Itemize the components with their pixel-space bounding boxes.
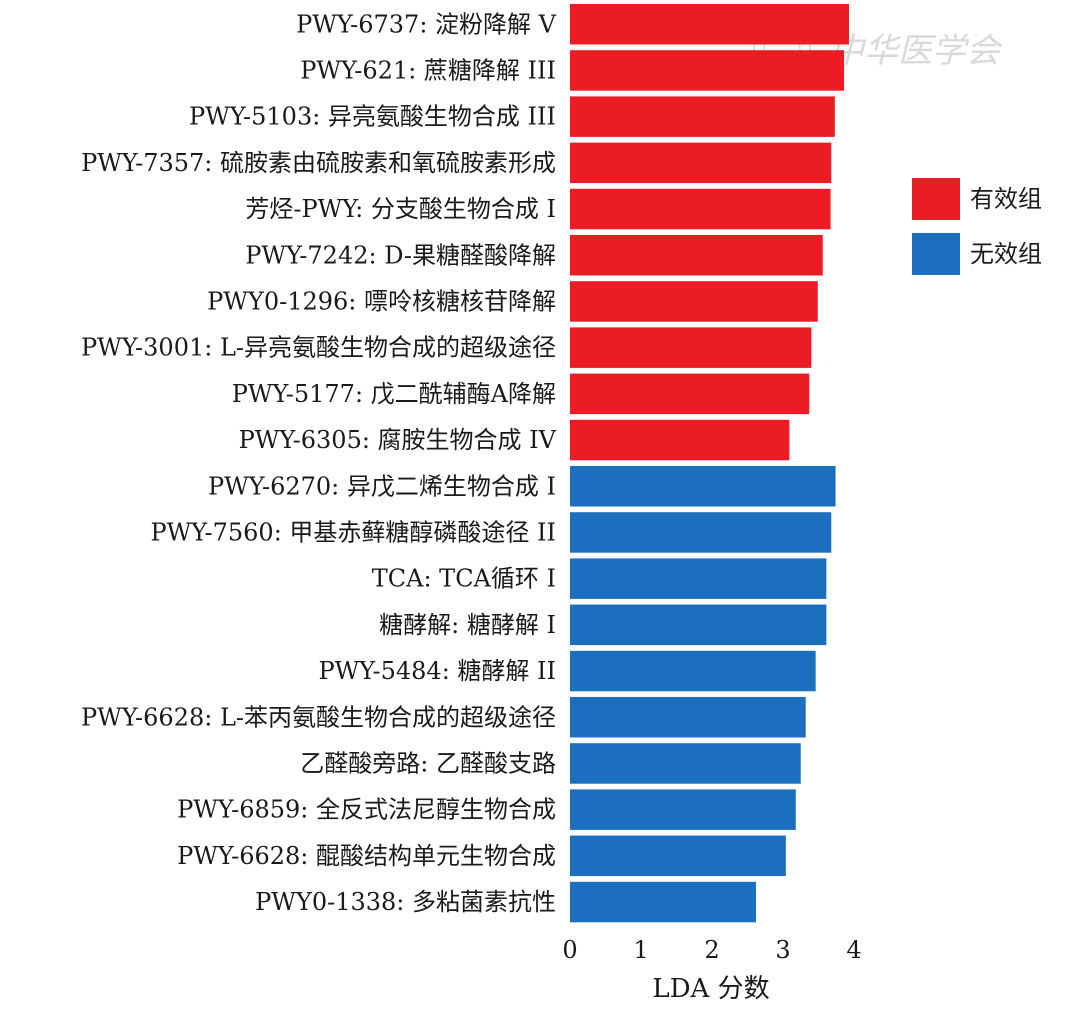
- bar-12: [570, 558, 827, 599]
- x-axis-title: LDA 分数: [652, 974, 769, 1004]
- bar-18: [570, 835, 786, 877]
- bar-7: [570, 327, 812, 368]
- category-label-4: 芳烃-PWY: 分支酸生物合成 I: [245, 195, 556, 223]
- bar-15: [570, 697, 806, 738]
- category-label-5: PWY-7242: D-果糖醛酸降解: [245, 241, 556, 269]
- bar-17: [570, 789, 796, 830]
- category-labels: PWY-6737: 淀粉降解 V PWY-621: 蔗糖降解 III PWY-510…: [81, 10, 557, 916]
- legend-swatch-1: [912, 233, 960, 275]
- bar-0: [570, 4, 850, 45]
- category-label-12: TCA: TCA循环 I: [372, 565, 556, 593]
- x-tick-label-4: 4: [846, 936, 861, 964]
- bar-10: [570, 466, 836, 507]
- category-label-2: PWY-5103: 异亮氨酸生物合成 III: [189, 103, 556, 131]
- bar-16: [570, 743, 801, 784]
- category-label-16: 乙醛酸旁路: 乙醛酸支路: [300, 749, 556, 777]
- x-axis: 0 1 2 3 4: [562, 936, 861, 964]
- category-label-15: PWY-6628: L-苯丙氨酸生物合成的超级途径: [81, 703, 556, 731]
- legend-label-0: 有效组: [970, 185, 1042, 213]
- category-label-3: PWY-7357: 硫胺素由硫胺素和氧硫胺素形成: [81, 149, 556, 177]
- legend-label-1: 无效组: [970, 240, 1042, 268]
- x-tick-label-0: 0: [562, 936, 577, 964]
- bar-19: [570, 881, 757, 923]
- category-label-18: PWY-6628: 醌酸结构单元生物合成: [177, 842, 556, 870]
- bar-4: [570, 188, 831, 230]
- bar-14: [570, 650, 816, 692]
- category-label-10: PWY-6270: 异戊二烯生物合成 I: [208, 472, 556, 500]
- watermark-logo: 中华医学会: [753, 21, 1004, 79]
- x-tick-label-3: 3: [775, 936, 790, 964]
- category-label-7: PWY-3001: L-异亮氨酸生物合成的超级途径: [81, 334, 556, 362]
- category-label-19: PWY0-1338: 多粘菌素抗性: [255, 888, 556, 916]
- category-label-1: PWY-621: 蔗糖降解 III: [300, 56, 556, 84]
- category-label-11: PWY-7560: 甲基赤藓糖醇磷酸途径 II: [150, 518, 556, 546]
- category-label-9: PWY-6305: 腐胺生物合成 IV: [239, 426, 557, 454]
- category-label-14: PWY-5484: 糖酵解 II: [318, 657, 556, 685]
- legend-swatch-0: [912, 178, 960, 220]
- category-label-17: PWY-6859: 全反式法尼醇生物合成: [177, 796, 556, 824]
- bars-group: [570, 4, 850, 923]
- watermark-text: 中华医学会: [830, 31, 1004, 71]
- bar-2: [570, 96, 835, 137]
- category-label-0: PWY-6737: 淀粉降解 V: [296, 10, 557, 38]
- x-tick-label-2: 2: [704, 936, 719, 964]
- category-label-6: PWY0-1296: 嘌呤核糖核苷降解: [207, 287, 556, 315]
- bar-6: [570, 281, 818, 322]
- bar-3: [570, 142, 832, 184]
- bar-9: [570, 419, 790, 461]
- category-label-13: 糖酵解: 糖酵解 I: [379, 611, 556, 639]
- bar-5: [570, 235, 823, 276]
- bar-11: [570, 512, 832, 553]
- category-label-8: PWY-5177: 戊二酰辅酶A降解: [232, 380, 556, 408]
- bar-1: [570, 50, 845, 91]
- bar-8: [570, 373, 810, 415]
- x-tick-label-1: 1: [633, 936, 648, 964]
- bar-13: [570, 604, 827, 646]
